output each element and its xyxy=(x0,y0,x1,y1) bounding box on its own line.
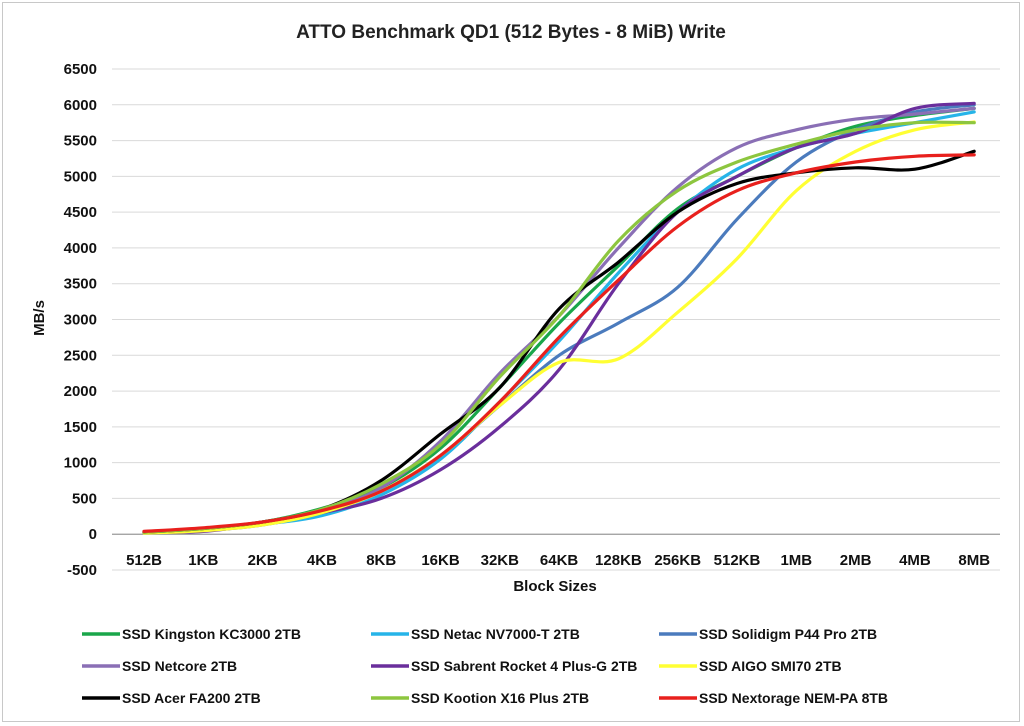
gridlines xyxy=(112,68,1000,571)
x-tick-label: 2MB xyxy=(840,552,872,569)
legend-item: SSD Acer FA200 2TB xyxy=(82,690,261,706)
y-tick-label: 5500 xyxy=(64,133,97,150)
x-tick-label: 256KB xyxy=(654,552,701,569)
legend-label: SSD AIGO SMI70 2TB xyxy=(699,658,842,674)
legend-item: SSD Sabrent Rocket 4 Plus-G 2TB xyxy=(371,658,637,674)
x-tick-label: 4MB xyxy=(899,552,931,569)
legend-label: SSD Acer FA200 2TB xyxy=(122,690,261,706)
series-line-4 xyxy=(142,106,976,535)
y-tick-label: 6500 xyxy=(64,61,97,78)
y-tick-label: 500 xyxy=(72,490,97,507)
x-tick-label: 1MB xyxy=(780,552,812,569)
series-line-6 xyxy=(142,120,976,535)
x-tick-label: 4KB xyxy=(307,552,337,569)
legend-label: SSD Kootion X16 Plus 2TB xyxy=(411,690,589,706)
y-axis-label: MB/s xyxy=(31,300,48,336)
x-tick-label: 8MB xyxy=(958,552,990,569)
legend-label: SSD Solidigm P44 Pro 2TB xyxy=(699,626,877,642)
y-tick-label: 6000 xyxy=(64,97,97,114)
x-tick-label: 8KB xyxy=(366,552,396,569)
x-tick-label: 512KB xyxy=(714,552,761,569)
legend-label: SSD Nextorage NEM-PA 8TB xyxy=(699,690,888,706)
y-tick-label: 4500 xyxy=(64,204,97,221)
legend-item: SSD Nextorage NEM-PA 8TB xyxy=(659,690,888,706)
legend-item: SSD Netcore 2TB xyxy=(82,658,237,674)
y-axis-ticks: -500 0 500 1000 1500 2000 2500 3000 3500 4000 4500… xyxy=(64,61,97,579)
x-tick-label: 64KB xyxy=(540,552,579,569)
legend-item: SSD AIGO SMI70 2TB xyxy=(659,658,842,674)
legend-item: SSD Netac NV7000-T 2TB xyxy=(371,626,580,642)
x-tick-label: 32KB xyxy=(481,552,520,569)
series-lines xyxy=(142,101,976,535)
x-axis-label: Block Sizes xyxy=(513,578,596,595)
series-line-1 xyxy=(142,106,976,534)
x-tick-label: 16KB xyxy=(421,552,460,569)
legend-item: SSD Kingston KC3000 2TB xyxy=(82,626,301,642)
x-tick-label: 1KB xyxy=(188,552,218,569)
y-tick-label: 1000 xyxy=(64,455,97,472)
y-tick-label: 3000 xyxy=(64,312,97,329)
y-tick-label: 1500 xyxy=(64,419,97,436)
legend-label: SSD Netcore 2TB xyxy=(122,658,237,674)
x-tick-label: 2KB xyxy=(248,552,278,569)
y-tick-label: 2000 xyxy=(64,383,97,400)
series-line-9 xyxy=(142,153,976,533)
y-tick-label: 3500 xyxy=(64,276,97,293)
y-tick-label: 2500 xyxy=(64,347,97,364)
y-tick-label: 4000 xyxy=(64,240,97,257)
y-tick-label: -500 xyxy=(67,562,97,579)
legend-item: SSD Kootion X16 Plus 2TB xyxy=(371,690,589,706)
x-axis-ticks: 512B 1KB 2KB 4KB 8KB 16KB 32KB 64KB 128KB 256KB 51… xyxy=(126,552,990,569)
x-tick-label: 512B xyxy=(126,552,162,569)
legend-label: SSD Sabrent Rocket 4 Plus-G 2TB xyxy=(411,658,637,674)
legend-label: SSD Netac NV7000-T 2TB xyxy=(411,626,580,642)
x-tick-label: 128KB xyxy=(595,552,642,569)
chart-title: ATTO Benchmark QD1 (512 Bytes - 8 MiB) W… xyxy=(296,22,726,43)
legend-item: SSD Solidigm P44 Pro 2TB xyxy=(659,626,877,642)
y-tick-label: 5000 xyxy=(64,168,97,185)
legend-label: SSD Kingston KC3000 2TB xyxy=(122,626,301,642)
series-line-8 xyxy=(142,120,976,534)
legend: SSD Kingston KC3000 2TB SSD Netac NV7000-… xyxy=(82,626,888,706)
y-tick-label: 0 xyxy=(89,526,97,543)
